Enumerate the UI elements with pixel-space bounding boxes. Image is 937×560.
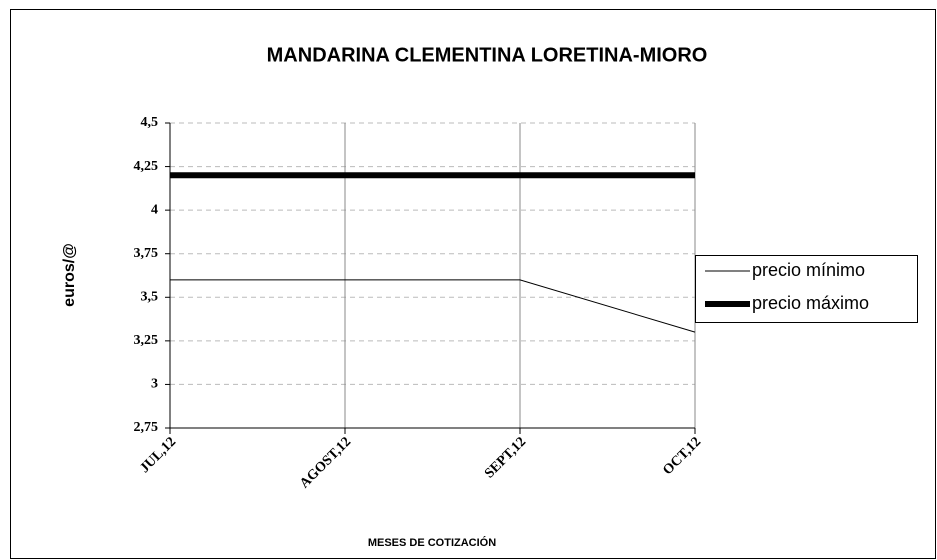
- x-axis-label: MESES DE COTIZACIÓN: [368, 536, 496, 549]
- y-axis-label: euros/@: [61, 243, 78, 307]
- y-tick-label: 4: [151, 202, 158, 217]
- y-tick-label: 4,5: [141, 115, 159, 130]
- legend-box: [695, 255, 918, 323]
- chart-title: MANDARINA CLEMENTINA LORETINA-MIORO: [267, 44, 708, 66]
- y-tick-label: 3,25: [134, 333, 159, 348]
- legend-label: precio mínimo: [752, 260, 865, 280]
- y-tick-label: 3: [151, 377, 158, 392]
- legend-label: precio máximo: [752, 293, 869, 313]
- y-tick-label: 4,25: [134, 159, 159, 174]
- series-line: [170, 279, 696, 333]
- y-tick-label: 2,75: [134, 420, 159, 435]
- y-tick-label: 3,5: [141, 290, 159, 305]
- y-tick-label: 3,75: [134, 246, 159, 261]
